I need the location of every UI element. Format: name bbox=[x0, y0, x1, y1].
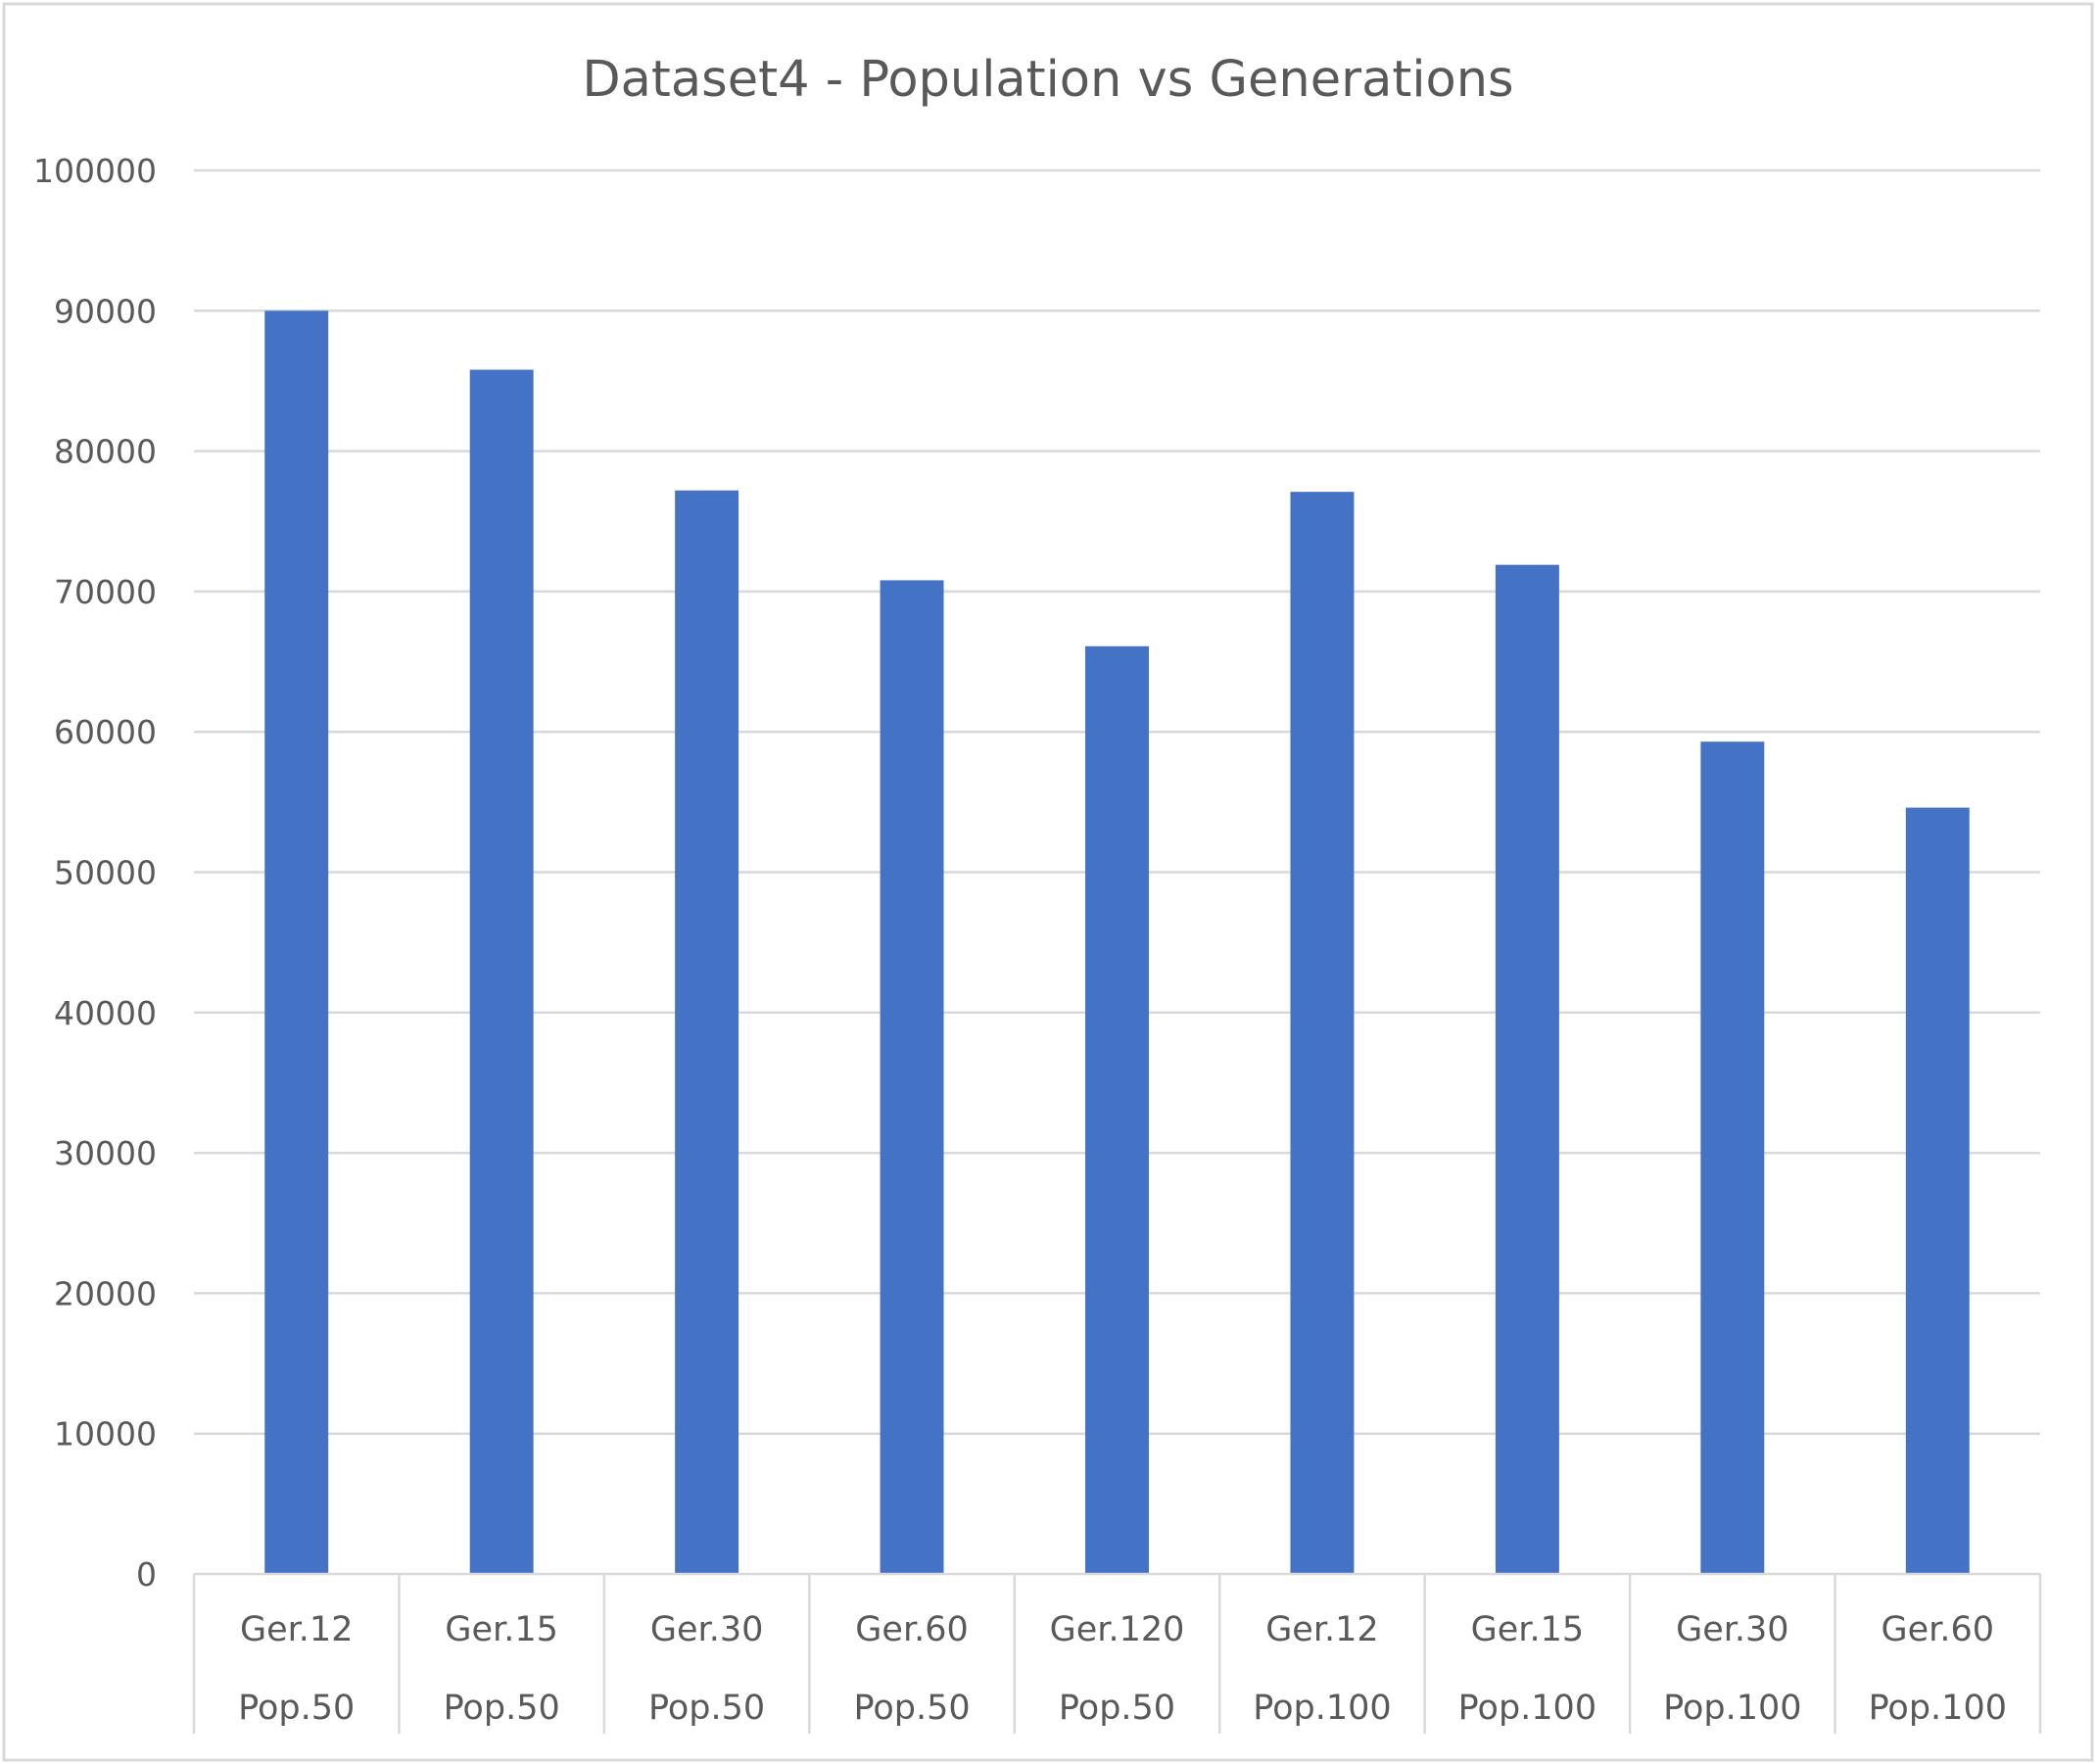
x-tick-label-population: Pop.50 bbox=[648, 1689, 765, 1728]
x-tick-label-population: Pop.50 bbox=[444, 1689, 560, 1728]
x-tick-label-generation: Ger.15 bbox=[1471, 1610, 1585, 1649]
x-tick-label-population: Pop.100 bbox=[1458, 1689, 1596, 1728]
x-tick-label-population: Pop.100 bbox=[1663, 1689, 1801, 1728]
bar bbox=[1290, 492, 1355, 1575]
x-tick-label-generation: Ger.60 bbox=[855, 1610, 969, 1649]
y-tick-label: 80000 bbox=[54, 433, 157, 471]
y-tick-label: 100000 bbox=[33, 152, 157, 190]
x-axis: Ger.12 Pop.50 Ger.15 Pop.50 Ger.30 Pop.50 Ger.… bbox=[192, 1572, 2042, 1734]
x-tick-label-generation: Ger.30 bbox=[1676, 1610, 1789, 1649]
y-axis-ticks: 0 10000 20000 30000 40000 50000 60000 70000 8000… bbox=[33, 152, 157, 1594]
y-tick-label: 60000 bbox=[54, 713, 157, 751]
y-tick-label: 90000 bbox=[54, 292, 157, 330]
y-tick-label: 20000 bbox=[54, 1274, 157, 1312]
bar bbox=[469, 369, 534, 1575]
x-tick-label-generation: Ger.30 bbox=[650, 1610, 764, 1649]
x-tick-label-population: Pop.100 bbox=[1253, 1689, 1391, 1728]
x-tick-label-population: Pop.50 bbox=[238, 1689, 355, 1728]
x-tick-label-population: Pop.100 bbox=[1869, 1689, 2007, 1728]
x-tick-label-generation: Ger.60 bbox=[1882, 1610, 1995, 1649]
x-tick-label-generation: Ger.120 bbox=[1050, 1610, 1185, 1649]
bar bbox=[1495, 564, 1559, 1574]
y-tick-label: 50000 bbox=[54, 854, 157, 892]
y-tick-label: 70000 bbox=[54, 573, 157, 611]
y-tick-label: 30000 bbox=[54, 1134, 157, 1172]
x-tick-label-generation: Ger.12 bbox=[240, 1610, 354, 1649]
bar bbox=[1085, 645, 1149, 1574]
bar bbox=[264, 310, 329, 1574]
x-tick-label-generation: Ger.15 bbox=[445, 1610, 558, 1649]
x-tick-label-generation: Ger.12 bbox=[1265, 1610, 1379, 1649]
bar bbox=[1905, 807, 1970, 1574]
bars bbox=[264, 310, 1970, 1575]
bar bbox=[675, 490, 739, 1574]
chart-title: Dataset4 - Population vs Generations bbox=[582, 51, 1513, 109]
y-tick-label: 0 bbox=[136, 1555, 157, 1594]
y-tick-label: 10000 bbox=[54, 1415, 157, 1454]
bar bbox=[1700, 741, 1765, 1574]
x-tick-label-population: Pop.50 bbox=[1059, 1689, 1175, 1728]
y-tick-label: 40000 bbox=[54, 994, 157, 1032]
x-tick-label-population: Pop.50 bbox=[853, 1689, 970, 1728]
bar bbox=[880, 580, 944, 1574]
